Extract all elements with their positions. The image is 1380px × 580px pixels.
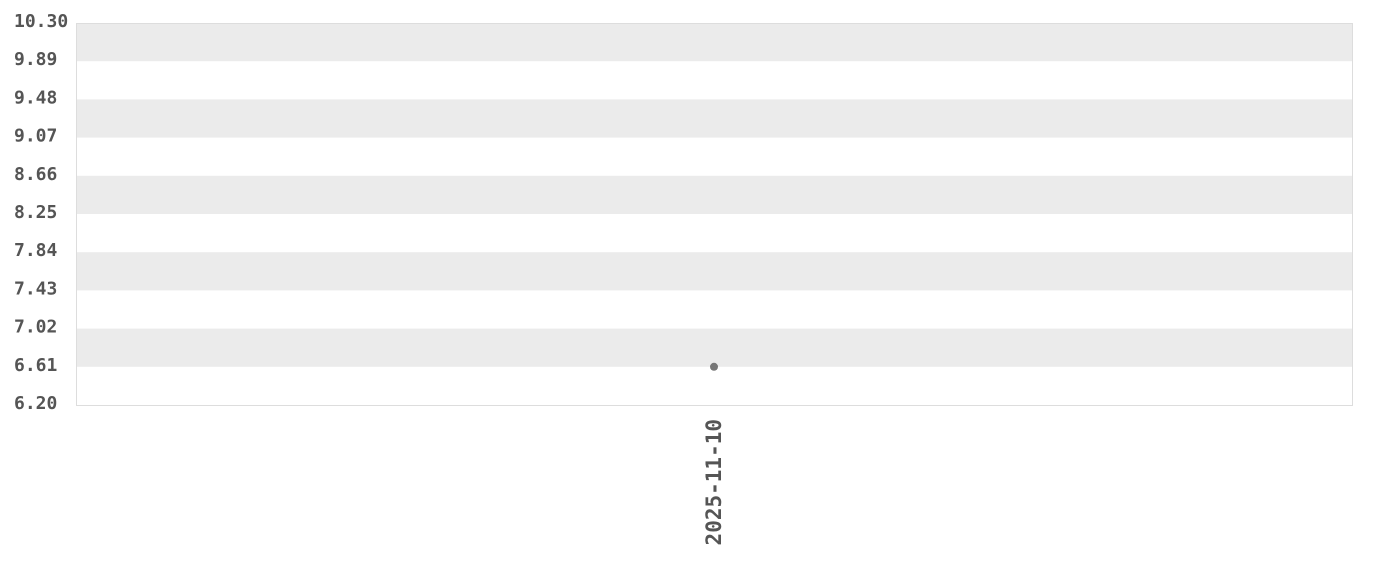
grid-band <box>76 23 1352 62</box>
data-points <box>710 362 718 371</box>
y-tick-label: 7.02 <box>14 317 57 338</box>
y-tick-label: 9.89 <box>14 49 57 70</box>
y-tick-label: 8.25 <box>14 202 57 223</box>
grid-bands <box>76 23 1352 367</box>
y-tick-label: 7.43 <box>14 278 57 299</box>
data-point <box>710 362 718 371</box>
x-tick-label: 2025-11-10 <box>702 419 726 545</box>
y-tick-label: 7.84 <box>14 240 58 261</box>
grid-band <box>76 328 1352 367</box>
plot-area-border <box>76 23 1353 406</box>
y-tick-label: 10.30 <box>14 11 68 32</box>
grid-band <box>76 99 1352 138</box>
grid-band <box>76 175 1352 214</box>
y-tick-label: 6.20 <box>14 393 57 414</box>
y-tick-label: 9.48 <box>14 87 57 108</box>
y-tick-label: 6.61 <box>14 355 57 376</box>
y-tick-label: 9.07 <box>14 126 57 147</box>
y-axis: 10.30 9.89 9.48 9.07 8.66 8.25 7.84 7.43 7.02 6.6… <box>14 11 68 414</box>
grid-band <box>76 252 1352 291</box>
y-tick-label: 8.66 <box>14 164 57 185</box>
x-axis: 2025-11-10 <box>702 419 726 545</box>
